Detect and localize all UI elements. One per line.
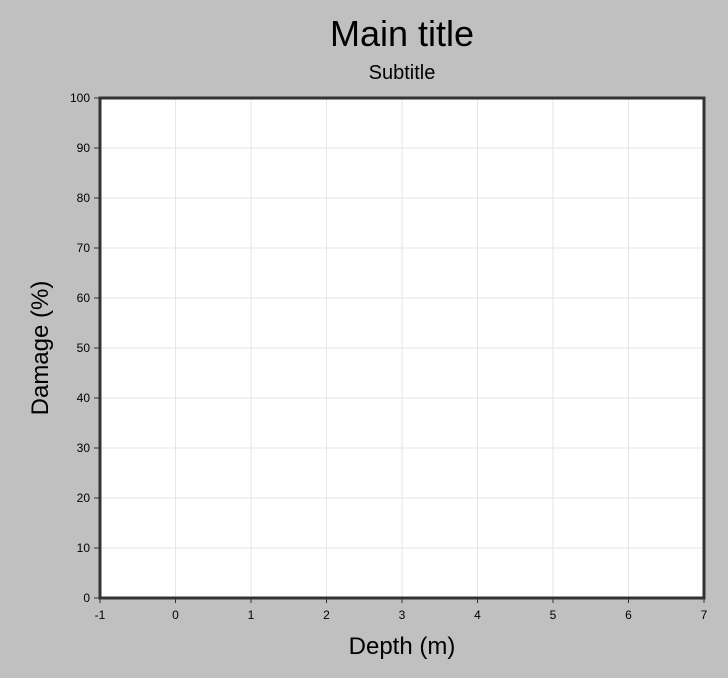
chart-title: Main title — [330, 13, 474, 54]
y-tick-label: 100 — [70, 91, 90, 105]
y-tick-label: 60 — [77, 291, 91, 305]
x-tick-label: 0 — [172, 608, 179, 622]
y-tick-label: 90 — [77, 141, 91, 155]
y-tick-label: 80 — [77, 191, 91, 205]
y-tick-label: 0 — [83, 591, 90, 605]
chart-subtitle: Subtitle — [369, 62, 436, 84]
x-axis-label: Depth (m) — [349, 633, 456, 660]
x-axis: -1 0 1 2 3 4 5 6 7 — [95, 598, 708, 622]
x-tick-label: 4 — [474, 608, 481, 622]
y-tick-label: 20 — [77, 491, 91, 505]
x-tick-label: 5 — [550, 608, 557, 622]
y-tick-label: 30 — [77, 441, 91, 455]
x-tick-label: 2 — [323, 608, 330, 622]
x-tick-label: 1 — [248, 608, 255, 622]
x-tick-label: -1 — [95, 608, 106, 622]
y-axis-label: Damage (%) — [27, 281, 54, 416]
plot-frame-border — [98, 96, 706, 600]
y-tick-label: 10 — [77, 541, 91, 555]
x-tick-label: 3 — [399, 608, 406, 622]
y-tick-label: 70 — [77, 241, 91, 255]
y-tick-label: 40 — [77, 391, 91, 405]
x-tick-label: 7 — [701, 608, 708, 622]
y-axis: 0 10 20 30 40 50 60 70 80 90 100 — [70, 91, 100, 605]
y-tick-label: 50 — [77, 341, 91, 355]
x-tick-label: 6 — [625, 608, 632, 622]
